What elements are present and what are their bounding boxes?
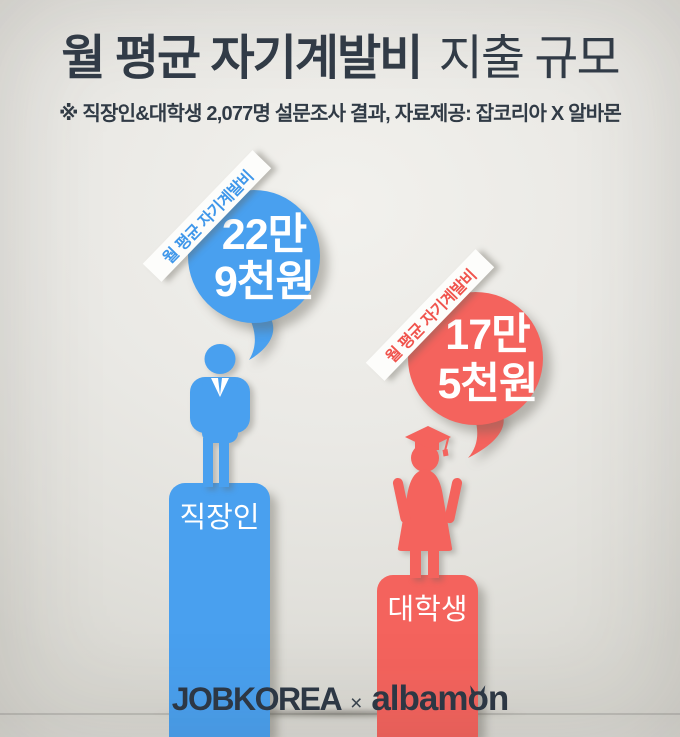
graduation-cap-board <box>405 426 451 448</box>
graduation-cap-tassel <box>444 436 450 451</box>
title-bold-part: 월 평균 자기계발비 <box>61 32 423 85</box>
worker-amount-line1: 22만 <box>221 211 307 259</box>
student-amount-line1: 17만 <box>445 311 530 359</box>
albamon-logo-post: n <box>487 679 509 718</box>
bar-student-label: 대학생 <box>387 594 468 626</box>
jobkorea-logo: JOBKOREA <box>171 681 343 717</box>
tie-shape <box>218 378 222 395</box>
college-student-icon <box>392 426 463 578</box>
worker-amount-line2: 9천원 <box>213 258 315 306</box>
bar-worker-pedestal: 직장인 <box>169 483 270 737</box>
logo-cross-icon: × <box>350 692 363 715</box>
albamon-horned-o-icon: o <box>467 679 489 718</box>
bar-student-pedestal: 대학생 <box>377 575 478 737</box>
albamon-logo-pre: albam <box>371 679 468 718</box>
dress-shape <box>397 469 453 551</box>
title-light-part: 지출 규모 <box>438 32 621 85</box>
student-amount-line2: 5천원 <box>437 360 538 408</box>
footer-logos: JOBKOREA × albamon <box>171 679 510 719</box>
subtitle-survey-note: ※ 직장인&대학생 2,077명 설문조사 결과, 자료제공: 잡코리아 X 알… <box>59 103 622 125</box>
page-title: 월 평균 자기계발비 지출 규모 <box>0 33 680 85</box>
student-amount-text: 17만 5천원 <box>408 311 555 409</box>
worker-amount-text: 22만 9천원 <box>188 212 330 306</box>
bar-worker-label: 직장인 <box>179 502 260 534</box>
office-worker-icon <box>190 344 250 487</box>
albamon-logo: albamon <box>371 679 509 719</box>
